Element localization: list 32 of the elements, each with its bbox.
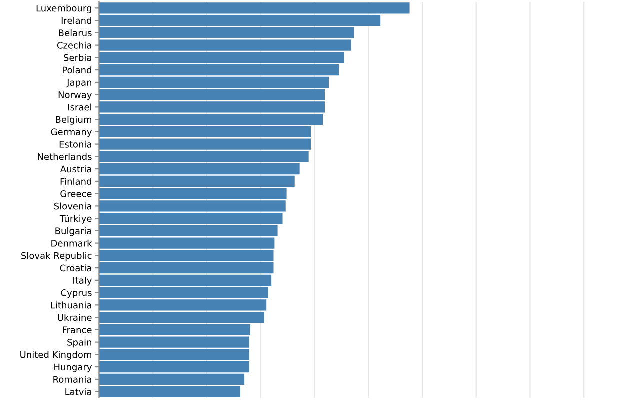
y-tick-label: Italy: [74, 277, 92, 286]
y-tick-label: Norway: [58, 92, 92, 100]
y-tick-label: Netherlands: [38, 153, 92, 160]
y-tick-label: Spain: [68, 338, 92, 348]
y-tick-label: Latvia: [66, 388, 92, 396]
y-tick-label: Ireland: [62, 17, 92, 24]
y-tick-label: Romania: [54, 376, 92, 383]
y-tick-label: Czechia: [57, 42, 92, 49]
y-tick-label: Israel: [68, 104, 92, 111]
y-tick-label: Finland: [60, 178, 92, 185]
y-tick-label: Serbia: [64, 54, 92, 62]
y-tick-label: Türkiye: [60, 215, 92, 224]
y-tick-label: Estonia: [60, 140, 92, 148]
y-tick-label: Japan: [66, 79, 92, 88]
y-tick-label: France: [63, 326, 92, 334]
y-tick-label: Greece: [60, 190, 92, 198]
y-tick-label: Cyprus: [61, 290, 92, 298]
y-tick-label: Denmark: [52, 240, 92, 247]
y-tick-label: Germany: [51, 128, 92, 138]
y-tick-label: Luxembourg: [36, 4, 92, 14]
y-tick-label: Belgium: [56, 116, 92, 125]
y-tick-label: Slovak Republic: [22, 252, 92, 261]
y-tick-label: Poland: [63, 66, 92, 74]
y-tick-label: Austria: [60, 166, 92, 173]
y-tick-label: Belarus: [59, 30, 92, 36]
y-tick-label: Bulgaria: [56, 228, 92, 236]
y-tick-label: Hungary: [54, 364, 92, 372]
y-tick-label: United Kingdom: [20, 351, 92, 360]
y-tick-label: Croatia: [60, 264, 92, 272]
y-tick-label: Slovenia: [54, 202, 92, 210]
y-tick-label: Lithuania: [51, 302, 92, 309]
y-tick-label: Ukraine: [58, 314, 92, 322]
